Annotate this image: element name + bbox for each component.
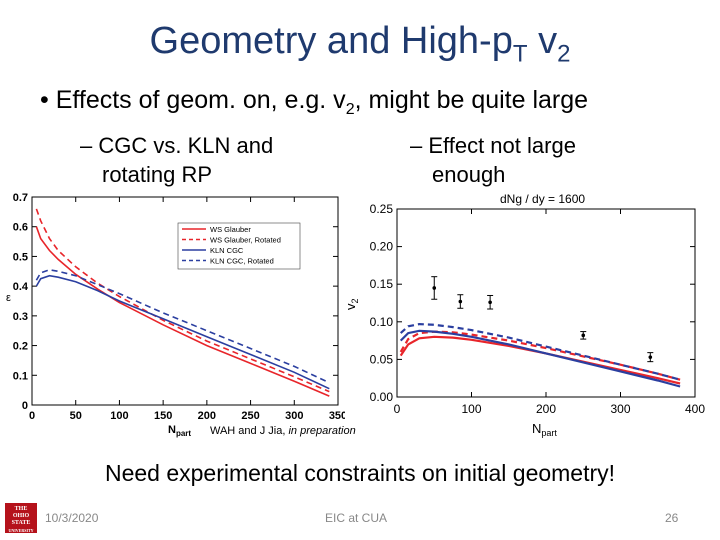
title-tail-subscript: 2 [557,40,571,68]
title-tail: v [527,20,558,62]
y-tick-label: 0.3 [13,311,28,323]
logo-line3: STATE [11,520,31,526]
conclusion-text: Need experimental constraints on initial… [104,460,616,486]
y-tick-label: 0.5 [13,251,28,263]
y-tick-label: 0.05 [370,352,394,366]
credit-line: WAH and J Jia, in preparation [210,425,356,437]
series-line-glauber-rotated [399,330,681,381]
sub-bullet-left-line2: rotating RP [102,162,213,187]
x-tick-label: 250 [241,410,259,422]
footer-center: EIC at CUA [325,511,388,525]
bullet-pre: Effects of geom. on, e.g. v [55,86,346,114]
sub-bullet-right-line1: – Effect not large [410,133,576,158]
x-tick-label: 50 [70,410,82,422]
v2-data-points [431,276,654,363]
v2-axes: 0 100 200 300 400 0.00 0.05 0.10 0.15 0.20 0.25 [370,202,706,416]
plot-frame [396,208,696,398]
legend-entry: WS Glauber, Rotated [210,236,281,245]
credit-pre: WAH and J Jia, [210,425,289,437]
v2-xlabel-sub: part [541,428,557,438]
y-tick-label: 0.4 [13,281,29,293]
eccentricity-xlabel-main: N [168,424,176,436]
y-tick-label: 0.15 [370,277,394,291]
x-tick-label: 350 [329,410,345,422]
logo-line1: THE [14,506,28,512]
y-tick-label: 0.10 [370,315,394,329]
bullet-post: , might be quite large [354,86,589,114]
legend-entry: KLN CGC, Rotated [210,257,274,266]
series-line-glauber [399,335,681,385]
legend-entry: KLN CGC [210,246,244,255]
x-tick-label: 400 [685,402,705,416]
y-tick-label: 0 [22,400,28,412]
eccentricity-xlabel-sub: part [176,429,191,438]
data-point [581,333,586,338]
title-subscript: T [512,40,528,68]
x-tick-label: 300 [285,410,303,422]
v2-ylabel-main: v [343,303,358,310]
series-line-kln-cgc [35,274,330,390]
v2-xlabel: Npart [532,421,557,438]
y-tick-label: 0.2 [13,341,28,353]
legend-entry: WS Glauber [210,225,251,234]
series-line-kln-cgc-rotated [35,268,330,384]
data-point [488,300,492,305]
plot-frame [31,196,339,406]
y-tick-label: 0.1 [13,370,28,382]
x-tick-label: 0 [394,402,401,416]
y-tick-label: 0.7 [13,192,28,204]
eccentricity-chart: 0 50 100 150 200 250 300 350 0 0.1 0.2 0.3 0.4 0.5 0.6… [6,192,345,438]
v2-ylabel-sub: 2 [350,298,360,303]
eccentricity-axes: 0 50 100 150 200 250 300 350 0 0.1 0.2 0.3 0.4 0.5 0.6… [13,192,345,422]
credit-italic: in preparation [288,425,356,437]
logo-line2: OHIO [12,513,30,519]
data-point [648,355,653,359]
series-line-cgc [399,329,681,388]
eccentricity-ylabel: ε [6,292,11,304]
bullet-sub: 2 [345,101,355,118]
sub-bullet-right: – Effect not large enough [410,131,576,189]
logo-line4: UNIVERSITY [8,528,34,533]
x-tick-label: 200 [536,402,556,416]
main-bullet: • Effects of geom. on, e.g. v2, might be… [40,86,589,118]
series-line-cgc-rotated [399,322,681,381]
x-tick-label: 200 [198,410,216,422]
footer-date: 10/3/2020 [45,511,99,525]
v2-chart: 0 100 200 300 400 0.00 0.05 0.10 0.15 0.20 0.25 dN… [343,192,706,438]
eccentricity-series [35,208,330,397]
v2-chart-title: dNg / dy = 1600 [500,192,585,206]
data-point [432,286,437,290]
eccentricity-xlabel: Npart [168,424,191,438]
y-tick-label: 0.00 [370,390,394,404]
slide-title: Geometry and High-pT v2 [0,20,720,69]
sub-bullet-left: – CGC vs. KLN and rotating RP [80,131,273,189]
data-point [458,299,463,304]
v2-xlabel-main: N [532,421,541,436]
y-tick-label: 0.20 [370,240,394,254]
legend-box [177,222,301,270]
sub-bullet-right-line2: enough [432,162,506,187]
page-number: 26 [665,511,679,525]
v2-ylabel: v2 [343,298,360,310]
title-main: Geometry and High-p [149,20,513,62]
x-tick-label: 0 [29,410,35,422]
x-tick-label: 100 [461,402,481,416]
x-tick-label: 300 [610,402,630,416]
sub-bullet-left-line1: – CGC vs. KLN and [80,133,274,158]
y-tick-label: 0.25 [370,202,394,216]
x-tick-label: 150 [154,410,172,422]
university-logo: THE OHIO STATE UNIVERSITY [5,503,37,533]
y-tick-label: 0.6 [13,222,28,234]
v2-series [399,322,681,388]
x-tick-label: 100 [110,410,128,422]
